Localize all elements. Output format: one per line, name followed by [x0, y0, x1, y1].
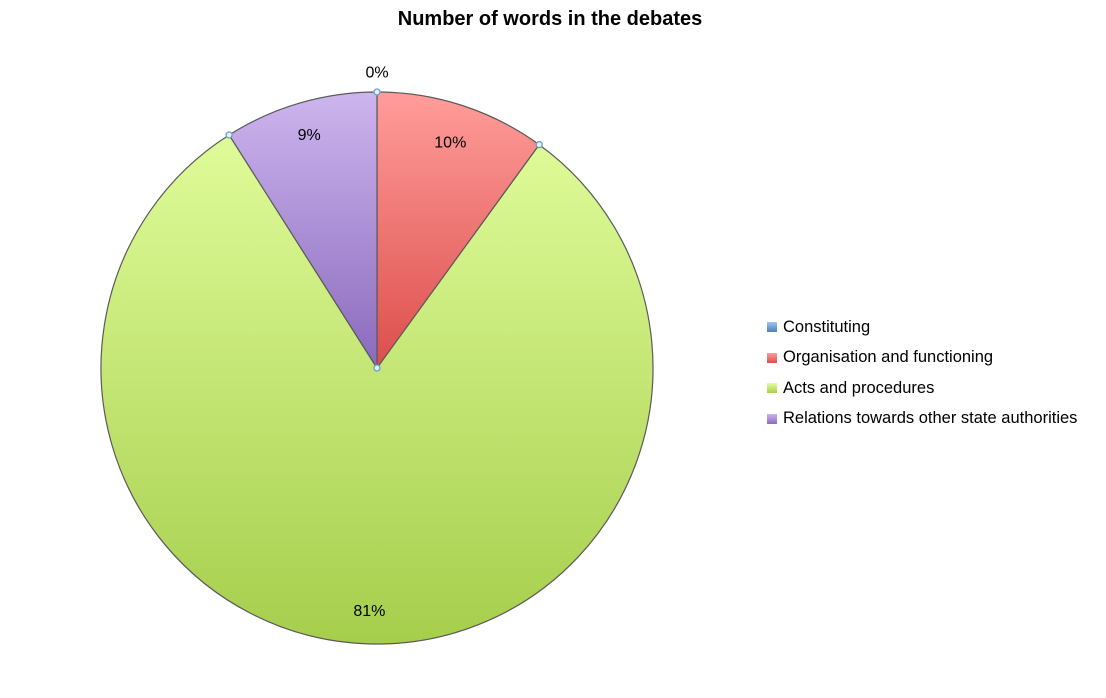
legend-label-relations-towards-other-state-authorities: Relations towards other state authoritie…	[783, 409, 1078, 428]
legend-item-organisation-and-functioning: Organisation and functioning	[767, 343, 1102, 374]
legend-swatch-constituting	[767, 322, 777, 333]
pie-slice-organisation-and-functioning	[376, 91, 541, 370]
data-label-acts-and-procedures: 81%	[353, 603, 385, 620]
legend: Constituting Organisation and functioning…	[767, 312, 1102, 434]
data-label-relations-towards-other-state-authorities: 9%	[298, 127, 321, 144]
data-label-organisation-and-functioning: 10%	[434, 134, 466, 151]
legend-label-acts-and-procedures: Acts and procedures	[783, 378, 935, 397]
selection-handle-center[interactable]	[373, 364, 381, 372]
selection-handle-constituting[interactable]	[373, 88, 381, 96]
legend-swatch-relations-towards-other-state-authorities	[767, 413, 777, 424]
legend-label-organisation-and-functioning: Organisation and functioning	[783, 348, 994, 367]
legend-item-relations-towards-other-state-authorities: Relations towards other state authoritie…	[767, 404, 1102, 435]
legend-swatch-acts-and-procedures	[767, 383, 777, 394]
selection-handle-relations-towards-other-state-authorities[interactable]	[225, 131, 233, 139]
legend-item-constituting: Constituting	[767, 312, 1102, 343]
legend-label-constituting: Constituting	[783, 317, 871, 336]
pie-slice-relations-towards-other-state-authorities	[228, 91, 378, 371]
chart-title: Number of words in the debates	[397, 8, 703, 30]
pie-slice-acts-and-procedures	[100, 134, 654, 645]
data-label-constituting: 0%	[365, 65, 388, 82]
selection-handle-acts-and-procedures[interactable]	[535, 141, 543, 149]
legend-item-acts-and-procedures: Acts and procedures	[767, 373, 1102, 404]
legend-swatch-organisation-and-functioning	[767, 352, 777, 363]
